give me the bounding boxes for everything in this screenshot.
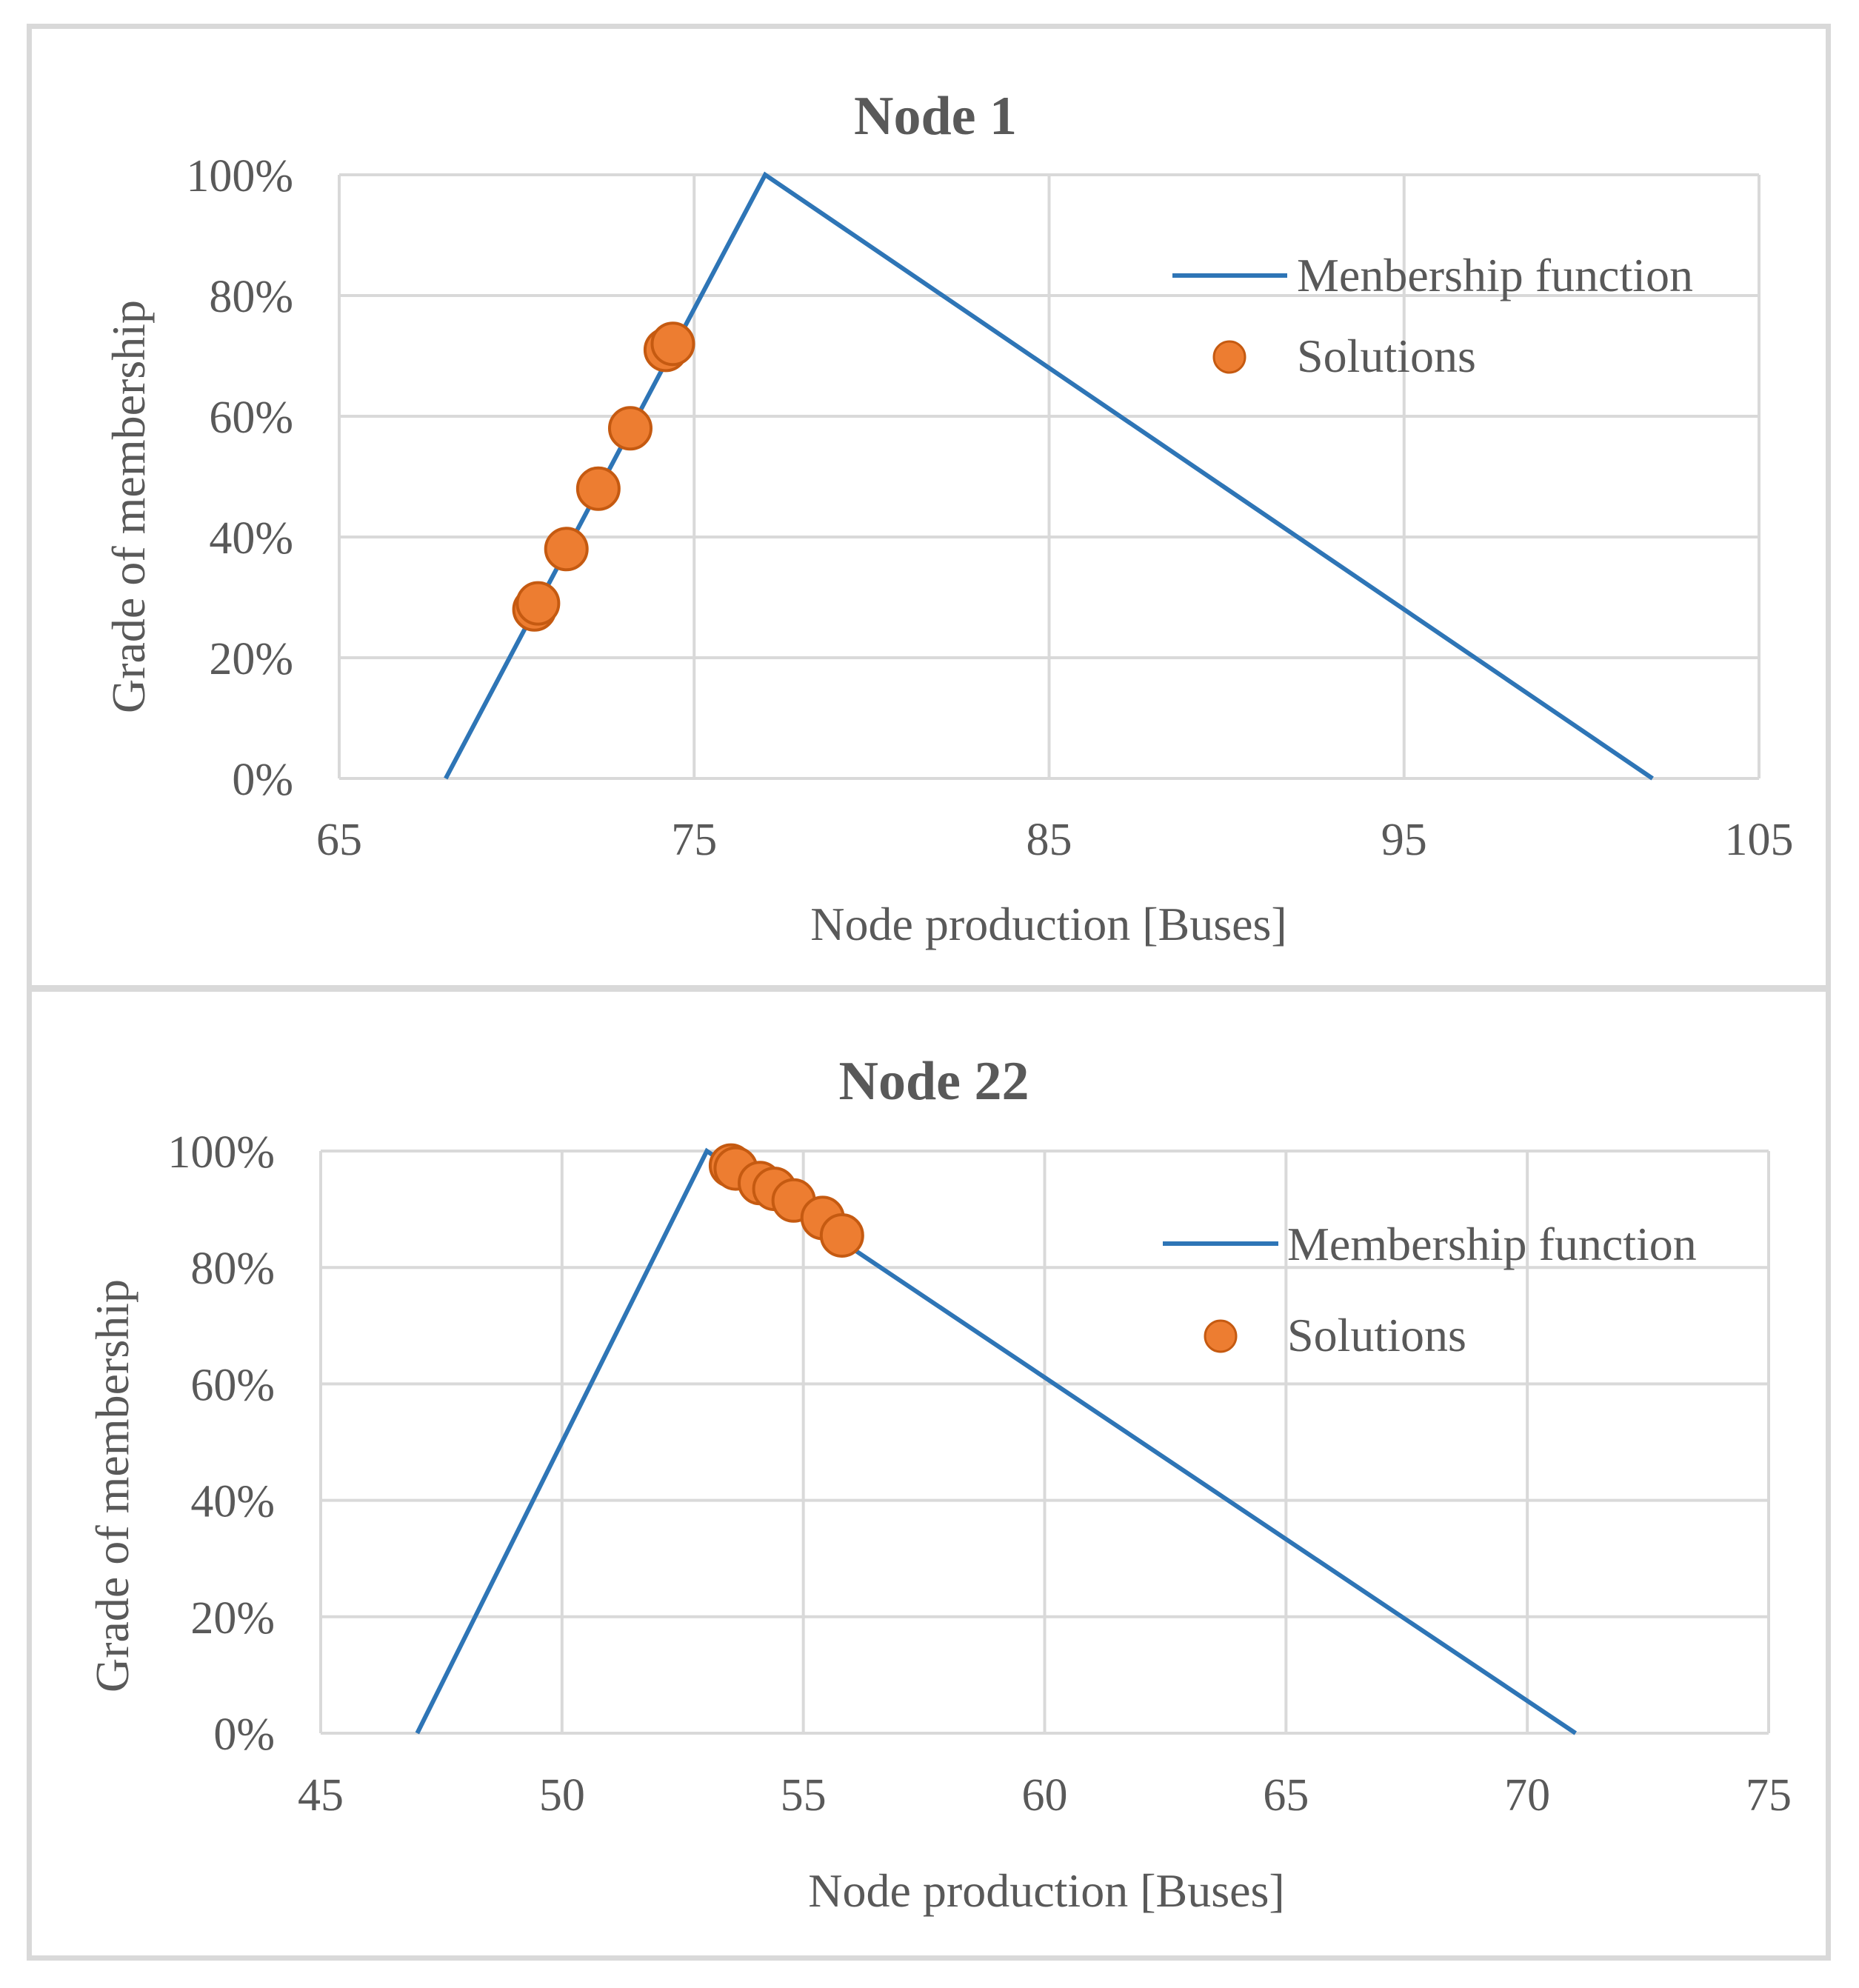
x-tick-label: 65: [1263, 1770, 1309, 1821]
membership-function-line: [415, 1147, 1578, 1735]
legend-marker-solutions: [1204, 1319, 1238, 1353]
chart-title: Node 1: [854, 86, 1017, 147]
y-tick-label: 100%: [186, 151, 293, 201]
y-tick-label: 40%: [190, 1477, 275, 1527]
x-tick-label: 45: [298, 1770, 344, 1821]
y-tick-label: 60%: [190, 1360, 275, 1410]
solution-point: [819, 1213, 864, 1258]
x-tick-label: 105: [1725, 815, 1794, 865]
chart-title: Node 22: [839, 1051, 1029, 1112]
x-tick-label: 55: [781, 1770, 827, 1821]
y-tick-label: 20%: [209, 634, 293, 684]
chart-panel-node-1: Node 1 Grade of membership Node producti…: [27, 24, 1831, 990]
solution-point: [544, 527, 589, 572]
y-axis-label: Grade of membership: [102, 300, 155, 713]
y-tick-label: 40%: [209, 513, 293, 564]
solution-point: [575, 466, 621, 511]
legend-label-solutions: Solutions: [1297, 330, 1476, 382]
chart-node-22: Node 22 Grade of membership Node product…: [86, 1051, 1792, 1917]
x-axis-label: Node production [Buses]: [810, 898, 1286, 950]
solution-point: [607, 406, 653, 451]
x-tick-label: 85: [1027, 815, 1072, 865]
x-tick-label: 65: [316, 815, 362, 865]
membership-function-line: [444, 171, 1654, 781]
plot-grid: [319, 1150, 1770, 1735]
legend-label-membership: Membership function: [1287, 1218, 1697, 1270]
chart-node-1: Node 1 Grade of membership Node producti…: [102, 86, 1794, 950]
x-tick-label: 75: [1746, 1770, 1792, 1821]
solution-point: [515, 581, 561, 626]
x-tick-label: 95: [1381, 815, 1427, 865]
y-tick-label: 0%: [213, 1710, 275, 1760]
x-axis-label: Node production [Buses]: [808, 1864, 1284, 1917]
y-tick-label: 60%: [209, 393, 293, 443]
y-tick-label: 100%: [167, 1127, 275, 1178]
y-tick-label: 80%: [209, 272, 293, 322]
y-tick-label: 20%: [190, 1593, 275, 1644]
legend-label-solutions: Solutions: [1287, 1309, 1466, 1361]
y-axis-label: Grade of membership: [86, 1279, 138, 1692]
x-tick-label: 60: [1022, 1770, 1068, 1821]
y-tick-label: 80%: [190, 1244, 275, 1294]
x-tick-label: 70: [1504, 1770, 1550, 1821]
solution-point: [650, 321, 695, 367]
x-tick-label: 75: [671, 815, 717, 865]
legend-marker-solutions: [1212, 340, 1246, 374]
legend-label-membership: Menbership function: [1297, 249, 1693, 301]
chart-panel-node-22: Node 22 Grade of membership Node product…: [27, 987, 1831, 1961]
x-tick-label: 50: [539, 1770, 585, 1821]
y-tick-label: 0%: [232, 755, 293, 805]
